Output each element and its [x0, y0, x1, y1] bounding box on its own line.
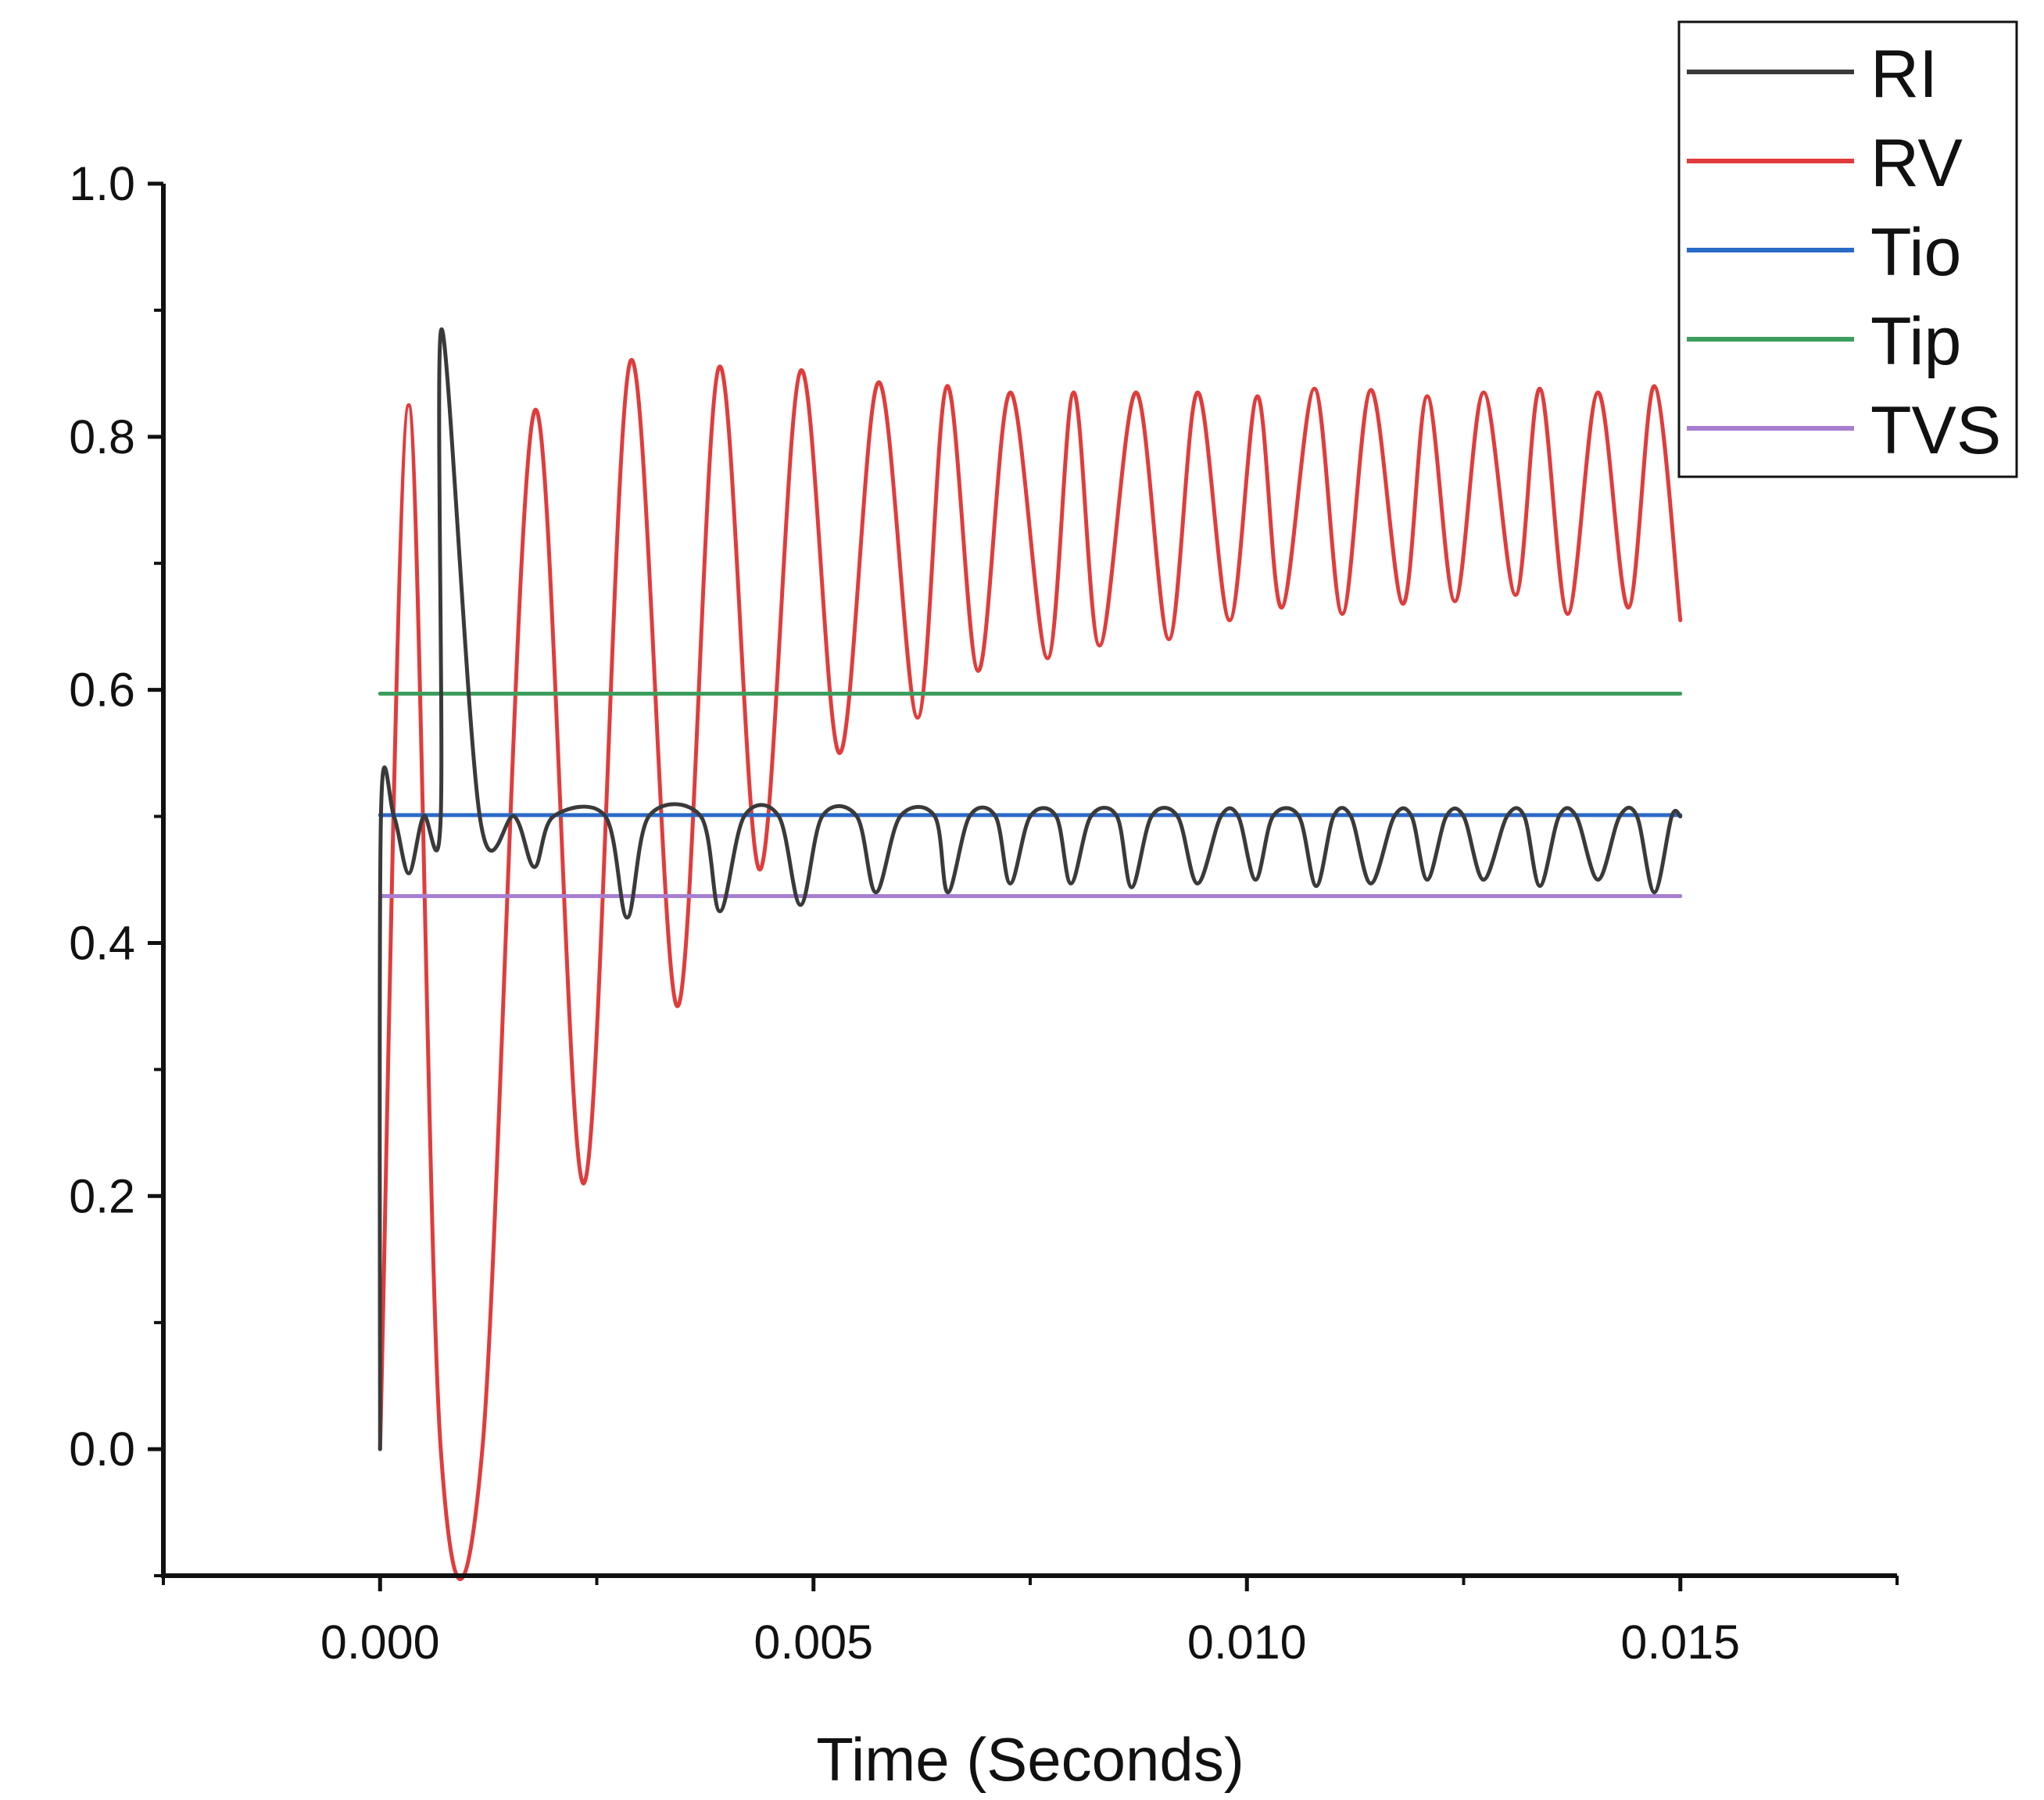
series-line-ri	[378, 327, 1683, 1451]
legend-label-tvs: TVS	[1870, 393, 2001, 468]
axes	[161, 184, 1897, 1578]
y-tick-label: 0.2	[69, 1169, 135, 1222]
x-tick-label: 0.010	[1187, 1616, 1307, 1669]
y-tick-label: 0.8	[69, 410, 135, 463]
y-tick-label: 0.6	[69, 664, 135, 717]
series-line-rv	[378, 358, 1683, 1582]
y-ticks: 0.0 0.2 0.4 0.6 0.8 1.0	[69, 157, 163, 1577]
y-tick-label: 0.0	[69, 1422, 135, 1476]
legend-label-tio: Tio	[1870, 215, 1961, 290]
x-tick-label: 0.015	[1620, 1616, 1740, 1669]
x-ticks: 0.000 0.005 0.010 0.015	[162, 1576, 1899, 1669]
x-tick-label: 0.000	[320, 1616, 440, 1669]
y-tick-label: 1.0	[69, 157, 135, 210]
x-tick-label: 0.005	[754, 1616, 873, 1669]
legend-items: RI RV Tio Tip TVS	[1687, 37, 2001, 468]
legend: RI RV Tio Tip TVS	[1677, 20, 2018, 478]
legend-label-ri: RI	[1870, 37, 1938, 112]
x-axis-title: Time (Seconds)	[816, 1725, 1244, 1794]
plot-area	[378, 327, 1683, 1582]
legend-label-tip: Tip	[1870, 304, 1961, 379]
legend-label-rv: RV	[1870, 126, 1963, 201]
y-tick-label: 0.4	[69, 916, 135, 969]
